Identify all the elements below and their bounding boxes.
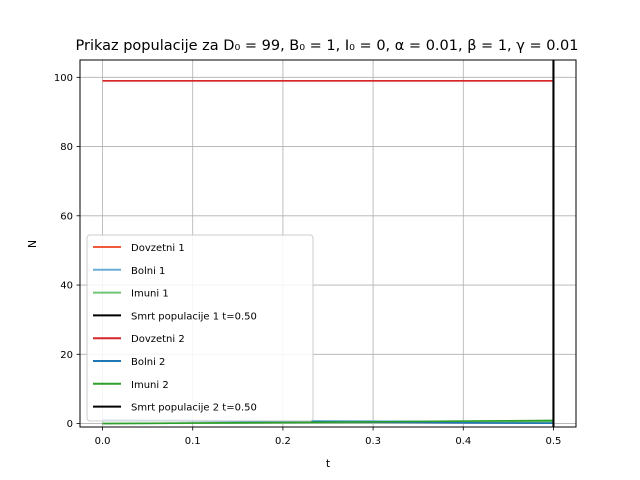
ticks: 0.0 0.1 0.2 0.3 0.4 0.5 0 20 40 60 80 100 [54, 73, 562, 447]
chart-title: Prikaz populacije za D₀ = 99, B₀ = 1, I₀… [76, 38, 579, 54]
plot-frame [79, 59, 577, 428]
legend-label: Smrt populacije 2 t=0.50 [131, 403, 257, 414]
x-tick-label: 0.1 [185, 436, 201, 447]
y-tick-label: 20 [60, 350, 73, 361]
y-axis-label: N [26, 240, 39, 248]
x-tick-label: 0.0 [95, 436, 111, 447]
y-tick-label: 60 [60, 211, 73, 222]
legend-label: Dovzetni 2 [131, 334, 185, 345]
legend-label: Dovzetni 1 [131, 243, 185, 254]
legend-label: Smrt populacije 1 t=0.50 [131, 311, 257, 322]
y-tick-label: 40 [60, 281, 73, 292]
legend-box [86, 234, 314, 422]
y-tick-label: 100 [54, 73, 73, 84]
legend-label: Imuni 1 [131, 289, 169, 300]
x-tick-label: 0.5 [546, 436, 562, 447]
legend-label: Bolni 1 [131, 266, 165, 277]
legend-label: Imuni 2 [131, 380, 169, 391]
y-tick-label: 0 [67, 419, 73, 430]
legend: Dovzetni 1 Bolni 1 Imuni 1 Smrt populacije … [86, 234, 314, 422]
x-axis-label: t [326, 457, 331, 470]
x-tick-label: 0.3 [365, 436, 381, 447]
y-tick-label: 80 [60, 142, 73, 153]
x-tick-label: 0.2 [275, 436, 291, 447]
series-imuni-2 [102, 419, 554, 425]
legend-label: Bolni 2 [131, 357, 165, 368]
x-tick-label: 0.4 [455, 436, 471, 447]
